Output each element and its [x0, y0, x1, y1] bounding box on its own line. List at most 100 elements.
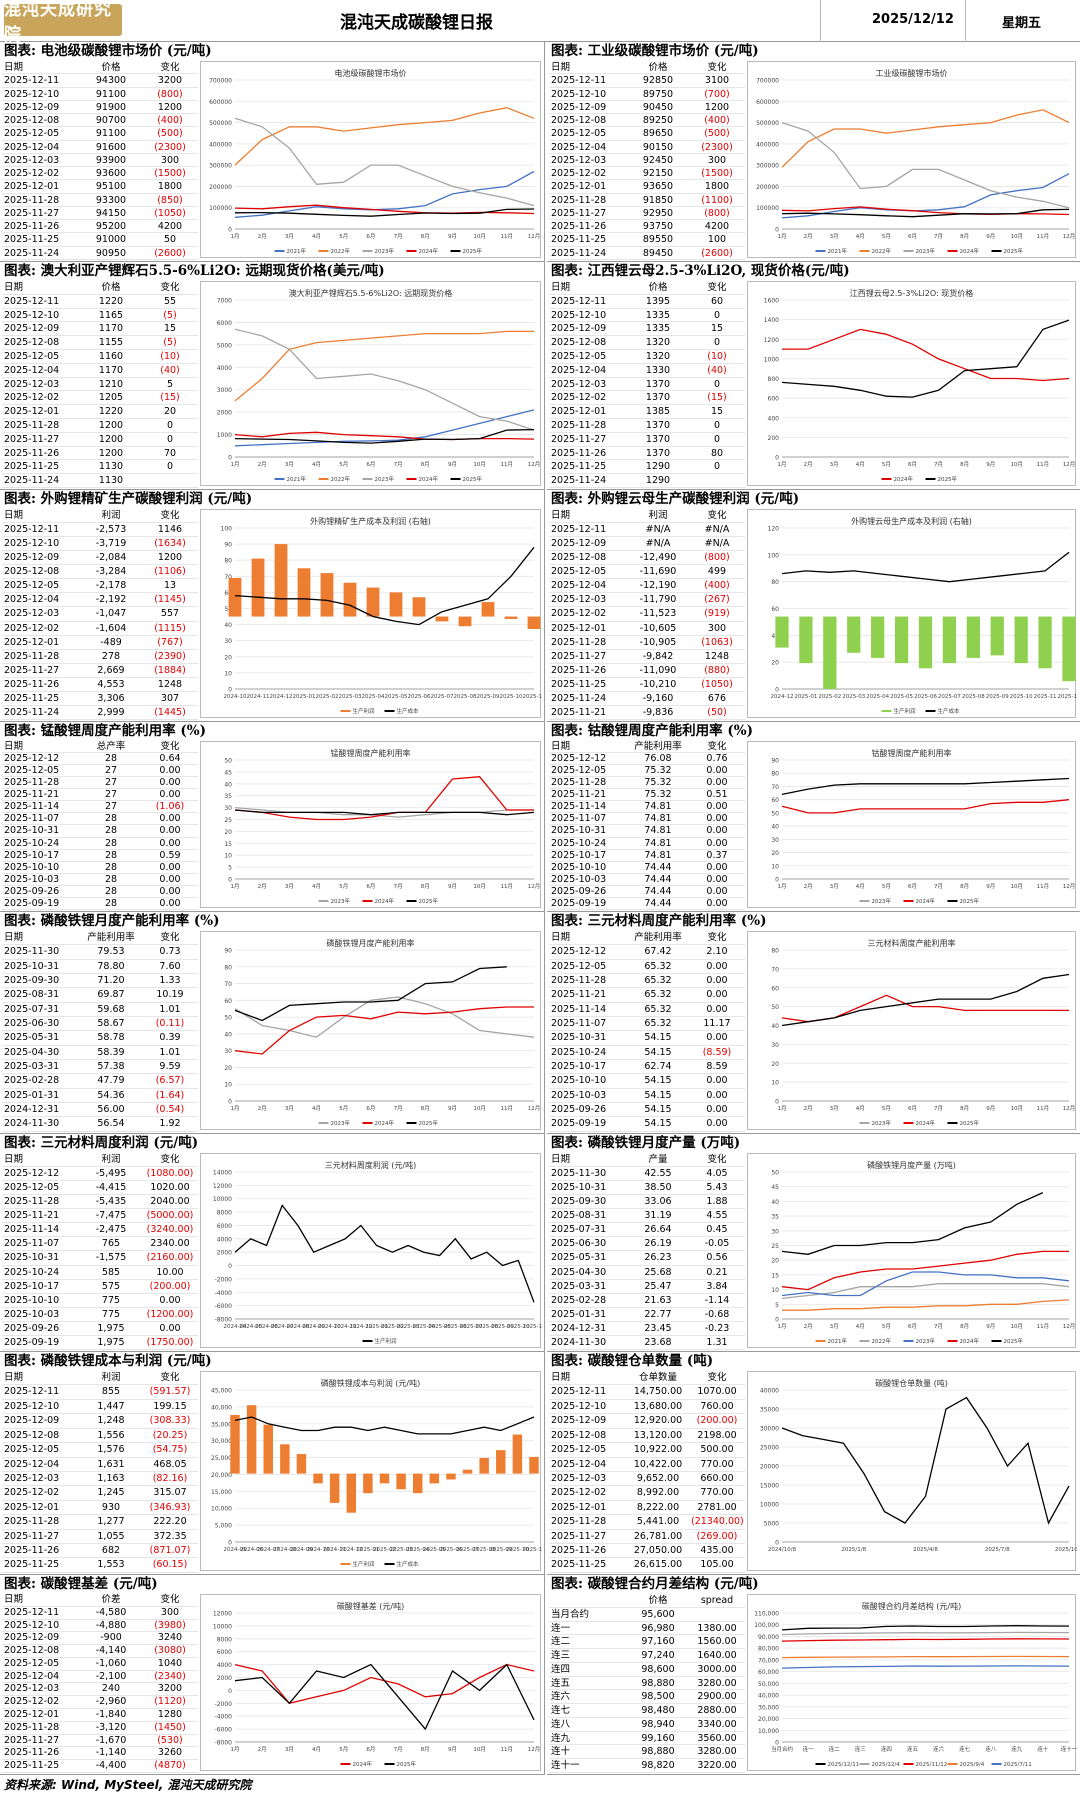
table-cell: 2025-12-12: [551, 753, 607, 765]
column-header: 利润: [101, 1372, 121, 1383]
table-cell: 2025-12-01: [551, 181, 607, 193]
table-cell: 2025-11-28: [4, 1516, 60, 1528]
y-tick-label: 80,000: [758, 1646, 779, 1653]
table-cell: 15: [710, 323, 724, 335]
x-tick-label: 10月: [473, 461, 486, 468]
table-cell: 2025-12-03: [551, 594, 607, 606]
table-cell: 95100: [95, 181, 127, 193]
table-cell: 2025-12-05: [551, 350, 607, 362]
table-cell: (1500): [701, 168, 733, 180]
table-cell: -2,960: [95, 1696, 127, 1708]
panel-title: 图表: 碳酸锂合约月差结构 (元/吨): [551, 1576, 759, 1592]
x-tick-label: 1月: [778, 1105, 787, 1112]
table-cell: 585: [101, 1266, 121, 1278]
table-row: 2025-12-09 90450 1200: [549, 101, 745, 115]
table-cell: 2025-11-30: [4, 946, 60, 958]
x-tick-label: 10月: [1011, 461, 1024, 468]
table-cell: 775: [101, 1294, 121, 1306]
table-cell: 0: [713, 337, 721, 349]
y-tick-label: 0: [775, 1540, 779, 1547]
table-row: 2025-12-08 1155 (5): [2, 336, 198, 350]
table-cell: 1170: [98, 323, 124, 335]
y-tick-label: 35: [771, 1214, 779, 1221]
column-header: 日期: [4, 62, 24, 73]
series-line: [234, 170, 535, 218]
y-tick-label: 3000: [217, 387, 232, 394]
table-cell: (4870): [154, 1760, 186, 1772]
table-cell: 58.39: [97, 1046, 125, 1058]
bar: [799, 616, 813, 664]
column-header: 价格: [101, 282, 121, 293]
table-cell: -1,140: [95, 1747, 127, 1759]
y-tick-label: 12000: [213, 1183, 232, 1190]
table-row: 2025-10-17 74.81 0.37: [549, 850, 745, 862]
y-tick-label: 20: [771, 1061, 779, 1068]
x-tick-label: 2025-11: [1034, 694, 1057, 700]
table-row: 2025-11-25 1130 0: [2, 460, 198, 475]
x-tick-label: 10月: [1011, 1105, 1024, 1112]
panel-title: 图表: 碳酸锂仓单数量 (吨): [551, 1353, 714, 1369]
table-row: 2025-11-28 5,441.00 (21340.00): [549, 1515, 745, 1530]
table-header-row: 日期 产量 变化: [549, 1153, 745, 1168]
x-tick-label: 6月: [908, 1105, 917, 1112]
y-tick-label: 50,000: [758, 1681, 779, 1688]
series-line: [781, 994, 1069, 1023]
y-tick-label: 80: [224, 558, 232, 565]
table-row: 2025-12-10 13,680.00 760.00: [549, 1400, 745, 1415]
table-cell: -1,604: [95, 622, 127, 634]
x-tick-label: 2024-12: [270, 694, 293, 700]
x-tick-label: 2025-02: [316, 694, 339, 700]
table-cell: 2025-11-24: [4, 247, 60, 259]
table-row: 2024-11-30 56.54 1.92: [2, 1117, 198, 1132]
table-row: 2025-12-01 93650 1800: [549, 180, 745, 194]
table-row: 2025-12-08 -3,284 (1106): [2, 565, 198, 580]
x-tick-label: 2025-10: [1010, 694, 1033, 700]
table-row: 2025-09-26 1,975 0.00: [2, 1322, 198, 1336]
table-row: 连二 97,160 1560.00: [549, 1635, 745, 1650]
x-tick-label: 3月: [285, 1746, 294, 1753]
table-cell: -3,284: [95, 566, 127, 578]
table-cell: 78.80: [97, 960, 125, 972]
table-cell: 557: [160, 608, 180, 620]
table-row: 2025-09-19 28 0.00: [2, 898, 198, 910]
y-tick-label: 10: [771, 1287, 779, 1294]
table-cell: 2025-11-27: [551, 433, 607, 445]
table-row: 2025-03-31 57.38 9.59: [2, 1060, 198, 1075]
table-row: 2025-12-08 90700 (400): [2, 114, 198, 128]
table-cell: 2025-12-03: [551, 378, 607, 390]
x-tick-label: 连五: [907, 1745, 919, 1753]
table-cell: 2340.00: [150, 1238, 190, 1250]
table-cell: 2025-11-25: [551, 234, 607, 246]
table-cell: 1800: [704, 181, 730, 193]
table-cell: -7,475: [95, 1210, 127, 1222]
table-row: 2025-12-11 14,750.00 1070.00: [549, 1385, 745, 1400]
chart-7: 钴酸锂周度产能利用率 0 10 20 30 40 50 60 70 80 90 1月 2月 3月 4月 5月 6…: [747, 741, 1076, 908]
table-cell: 2025-12-04: [551, 580, 607, 592]
panel-1: 图表: 工业级碳酸锂市场价 (元/吨) 日期 价格 变化 2025-12-11 92850…: [547, 42, 1080, 262]
table-cell: (500): [157, 128, 183, 140]
table-row: 2025-09-26 74.44 0.00: [549, 886, 745, 898]
table-cell: 2025-12-04: [551, 141, 607, 153]
table-cell: 2025-11-14: [551, 1003, 607, 1015]
x-tick-label: 2024-08: [286, 1324, 309, 1330]
table-cell: 58.67: [97, 1018, 125, 1030]
table-cell: 2025-02-28: [551, 1294, 607, 1306]
table-cell: 1.33: [159, 975, 181, 987]
table-cell: 93650: [642, 181, 674, 193]
table-cell: 0.00: [706, 960, 728, 972]
table-row: 2025-12-01 8,222.00 2781.00: [549, 1501, 745, 1516]
table-cell: 1.92: [159, 1118, 181, 1130]
table-cell: 1,975: [97, 1322, 125, 1334]
table-cell: 2025-11-21: [4, 789, 60, 801]
y-tick-label: 200000: [756, 184, 779, 191]
table-cell: 1800: [157, 181, 183, 193]
table-cell: #N/A: [704, 524, 730, 536]
column-header: 变化: [707, 282, 727, 293]
table-cell: 47.79: [97, 1075, 125, 1087]
table-row: 2025-11-28 65.32 0.00: [549, 974, 745, 989]
table-cell: 2024-12-31: [4, 1104, 60, 1116]
table-cell: (800): [704, 207, 730, 219]
x-tick-label: 2025-07: [938, 694, 961, 700]
table-cell: -10,605: [639, 622, 677, 634]
table-cell: 9.59: [159, 1061, 181, 1073]
